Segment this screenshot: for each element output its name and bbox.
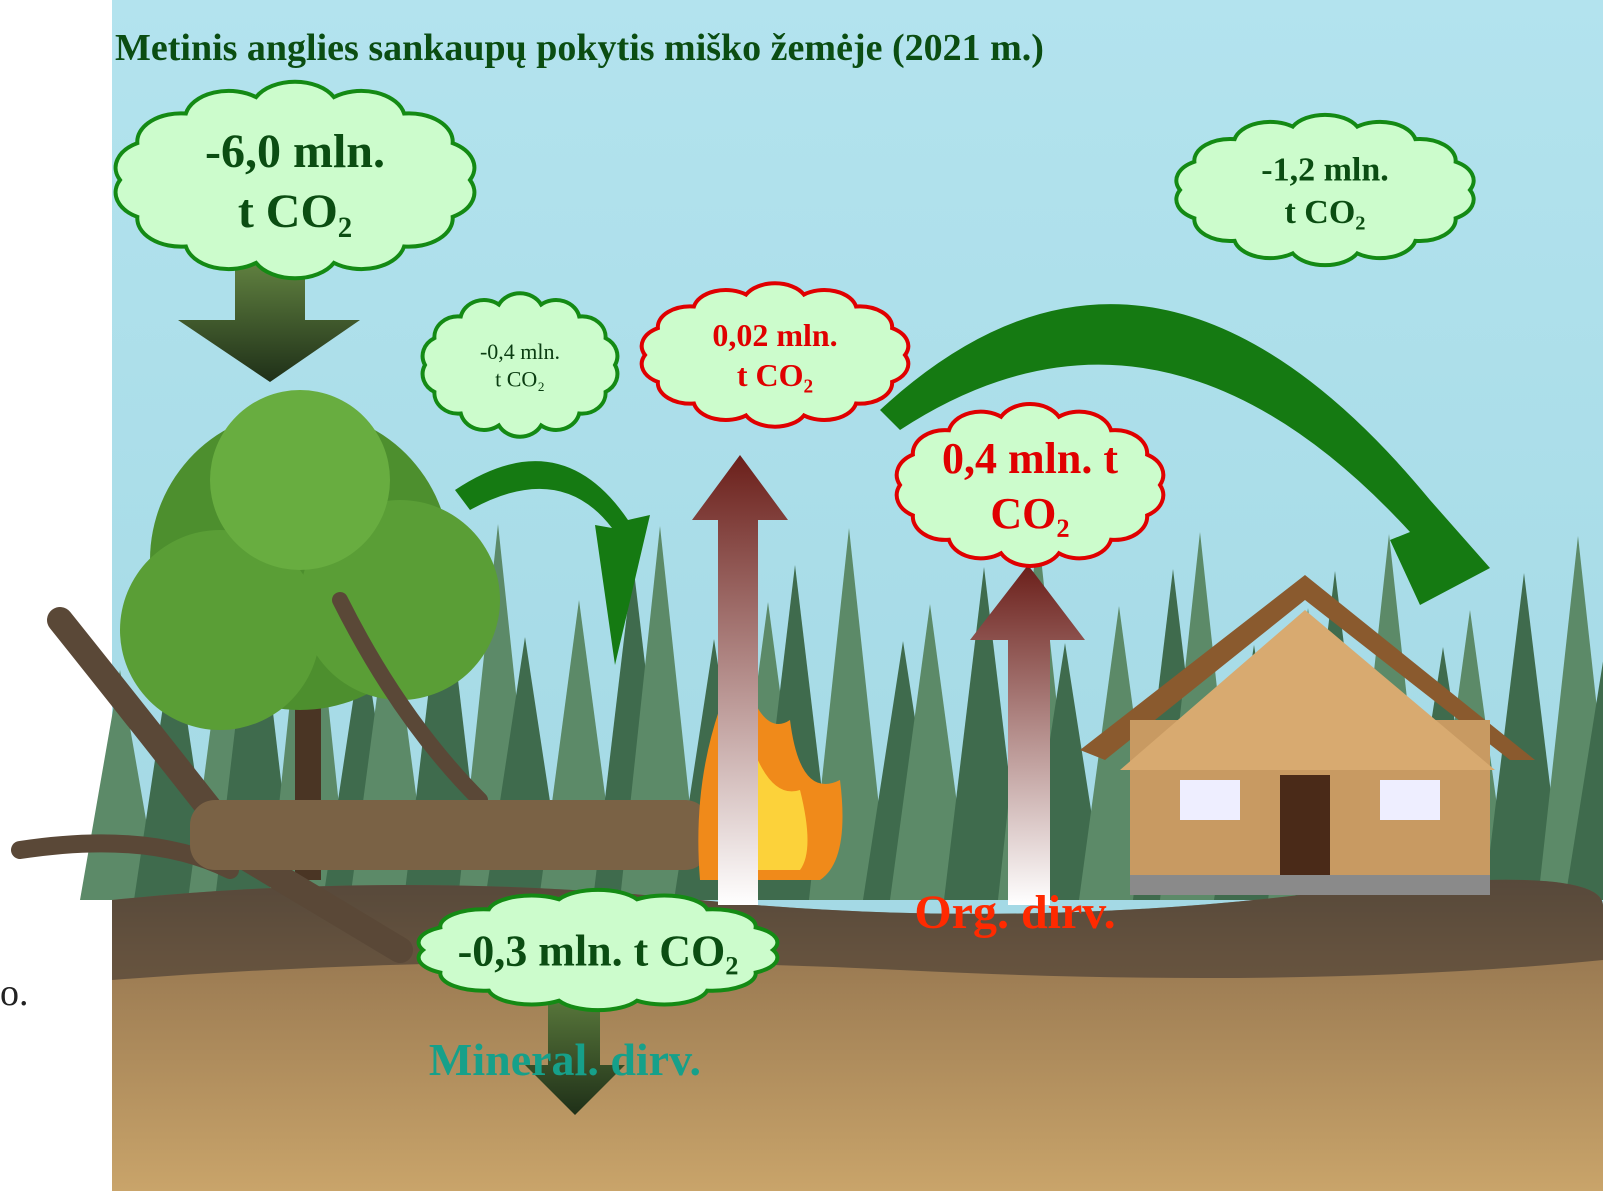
cloud-text: t CO₂: [238, 185, 352, 238]
cloud-text: t CO₂: [1284, 194, 1365, 231]
cloud-text: -0,3 mln. t CO₂: [458, 926, 739, 975]
soil-label: Mineral. dirv.: [429, 1034, 701, 1085]
infographic: o. Metinis anglies sankaupų pokytis mišk…: [0, 0, 1603, 1191]
title: Metinis anglies sankaupų pokytis miško ž…: [115, 27, 1044, 69]
side-text: o.: [0, 972, 29, 1014]
cloud-text: -6,0 mln.: [205, 125, 385, 178]
cloud-text: -1,2 mln.: [1261, 152, 1389, 189]
cloud-text: -0,4 mln.: [480, 339, 560, 364]
cloud-text: t CO₂: [495, 366, 545, 391]
cloud-text: 0,4 mln. t: [942, 434, 1118, 483]
cloud-text: 0,02 mln.: [712, 317, 837, 353]
cloud-text: CO₂: [990, 489, 1069, 538]
cloud-text: t CO₂: [737, 357, 813, 393]
soil-label: Org. dirv.: [914, 886, 1115, 939]
